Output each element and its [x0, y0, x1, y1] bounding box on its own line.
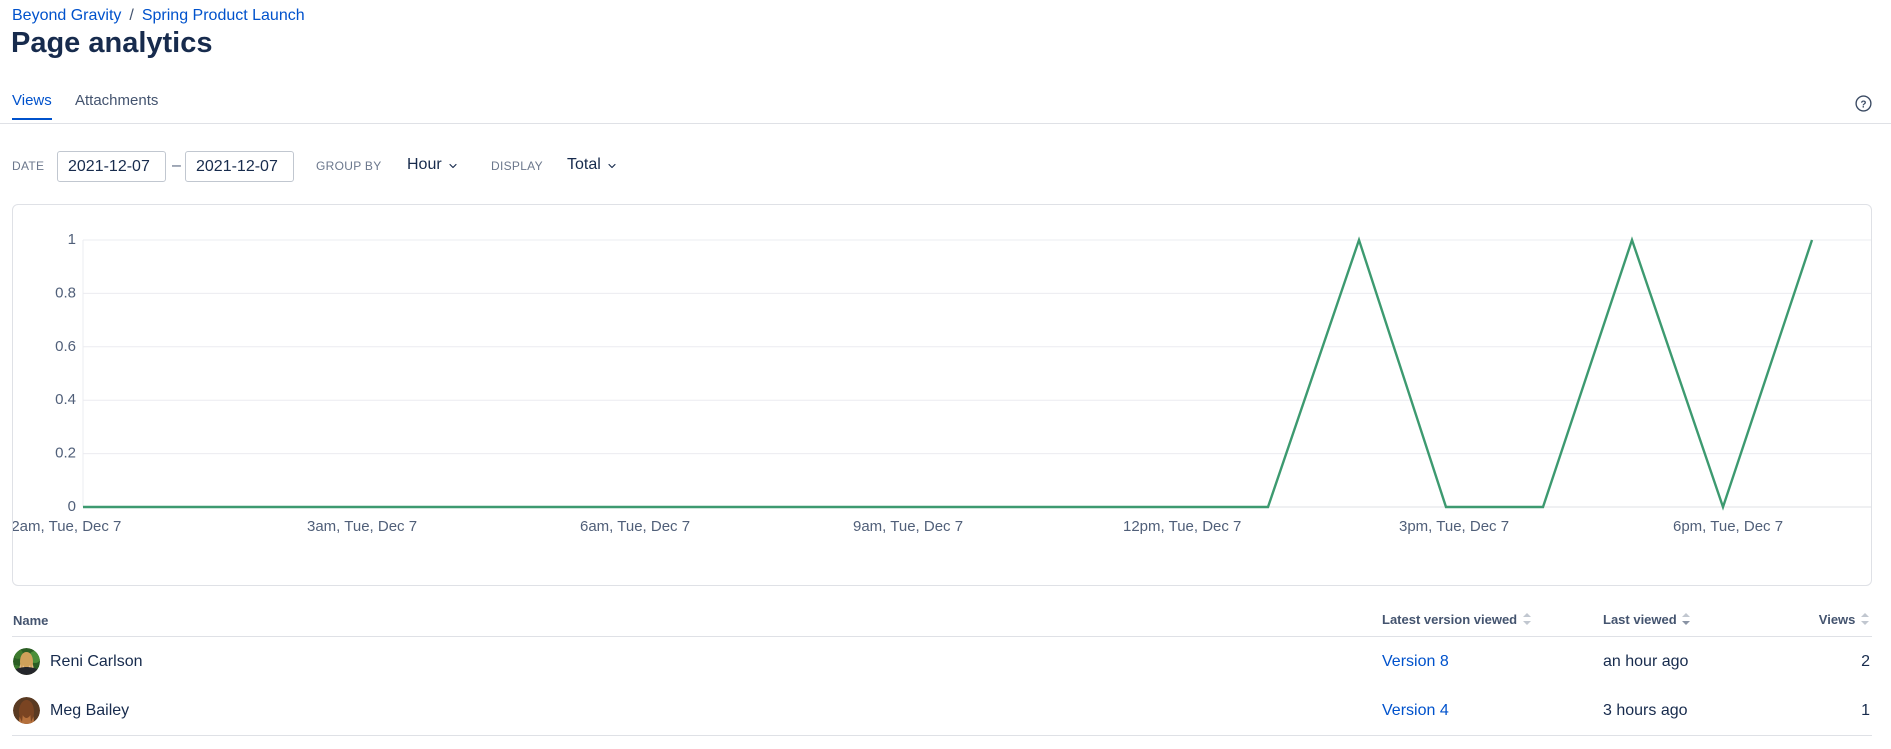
svg-text:12am, Tue, Dec 7: 12am, Tue, Dec 7	[13, 518, 121, 535]
svg-text:9am, Tue, Dec 7: 9am, Tue, Dec 7	[853, 518, 963, 535]
svg-text:3pm, Tue, Dec 7: 3pm, Tue, Dec 7	[1399, 518, 1509, 535]
svg-text:0.8: 0.8	[55, 284, 76, 301]
svg-text:6am, Tue, Dec 7: 6am, Tue, Dec 7	[580, 518, 690, 535]
svg-text:6pm, Tue, Dec 7: 6pm, Tue, Dec 7	[1673, 518, 1783, 535]
svg-text:0.6: 0.6	[55, 338, 76, 355]
svg-text:0.4: 0.4	[55, 391, 76, 408]
svg-text:0: 0	[68, 498, 76, 515]
svg-text:12pm, Tue, Dec 7: 12pm, Tue, Dec 7	[1123, 518, 1241, 535]
svg-text:?: ?	[1861, 99, 1867, 110]
svg-text:0.2: 0.2	[55, 445, 76, 462]
svg-text:1: 1	[68, 231, 76, 248]
svg-text:3am, Tue, Dec 7: 3am, Tue, Dec 7	[307, 518, 417, 535]
